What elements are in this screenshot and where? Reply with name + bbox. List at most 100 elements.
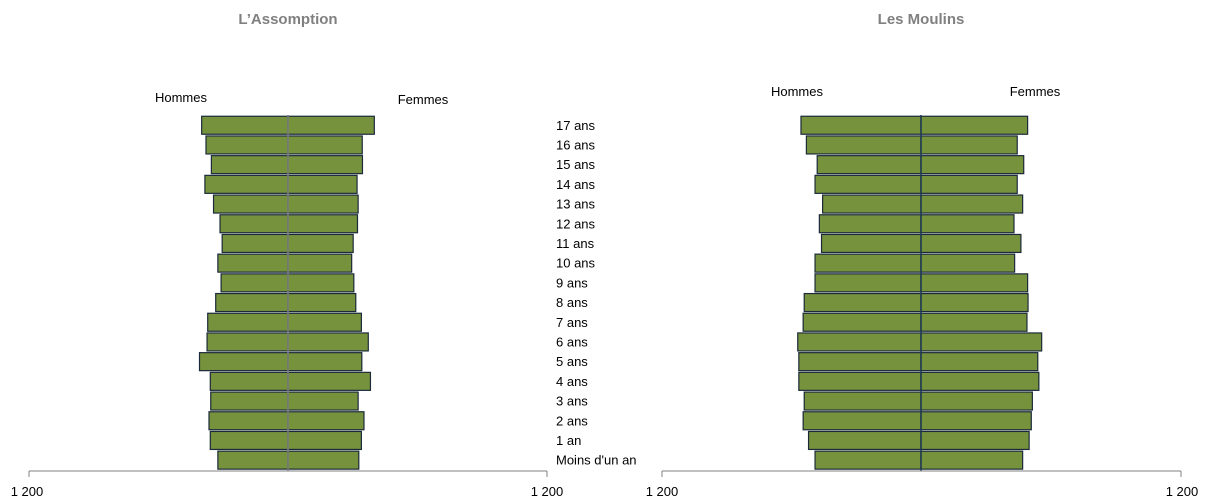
category-label: 15 ans (556, 157, 596, 172)
bar-femmes-17 (920, 115, 1029, 135)
bar-femmes-4 (920, 371, 1040, 391)
category-label: 16 ans (556, 137, 596, 152)
bar-femmes-12 (287, 214, 359, 234)
bar-hommes-5 (198, 352, 289, 372)
category-label: 1 an (556, 433, 581, 448)
bar-femmes-6 (920, 332, 1043, 352)
bar-hommes-4 (798, 371, 922, 391)
legend-hommes: Hommes (155, 90, 208, 105)
age-category-labels: Moins d'un an 1 an 2 ans 3 ans 4 ans 5 ans 6 a… (556, 118, 637, 468)
bar-hommes-17 (201, 115, 289, 135)
chart-title: L’Assomption (238, 11, 337, 28)
category-label: 7 ans (556, 315, 588, 330)
bar-femmes-13 (287, 194, 359, 214)
bar-hommes-16 (205, 135, 289, 155)
bar-hommes-10 (217, 253, 289, 273)
bar-femmes-10 (287, 253, 353, 273)
bars-group (797, 115, 1043, 470)
x-tick-label-left: 1 200 (646, 484, 679, 499)
bars-group (198, 115, 375, 470)
category-label: 17 ans (556, 118, 596, 133)
category-label: 5 ans (556, 354, 588, 369)
bar-hommes-10 (814, 253, 922, 273)
category-label: 9 ans (556, 275, 588, 290)
bar-hommes-3 (210, 391, 289, 411)
legend-hommes: Hommes (771, 84, 824, 99)
bar-hommes-1 (209, 430, 289, 451)
bar-femmes-0 (287, 450, 360, 470)
bar-femmes-4 (287, 371, 372, 391)
bar-hommes-11 (820, 233, 922, 254)
bar-hommes-13 (822, 194, 922, 214)
bar-femmes-14 (920, 174, 1018, 194)
bar-hommes-0 (814, 450, 922, 470)
bar-femmes-5 (920, 352, 1039, 372)
bar-hommes-14 (204, 174, 289, 194)
bar-hommes-13 (212, 194, 289, 214)
bar-hommes-4 (209, 371, 289, 391)
chart-les-moulins: Les Moulins Hommes Femmes 1 200 1 200 (646, 11, 1199, 499)
chart-title: Les Moulins (878, 11, 965, 28)
legend-femmes: Femmes (1010, 84, 1061, 99)
bar-femmes-2 (287, 411, 365, 431)
bar-hommes-6 (206, 332, 289, 352)
x-tick-label-right: 1 200 (1166, 484, 1199, 499)
category-label: 6 ans (556, 334, 588, 349)
category-label: 10 ans (556, 256, 596, 271)
bar-hommes-2 (802, 411, 922, 431)
category-label: 11 ans (556, 236, 595, 251)
bar-hommes-3 (803, 391, 922, 411)
category-label: 12 ans (556, 216, 596, 231)
bar-hommes-6 (797, 332, 922, 352)
bar-femmes-1 (920, 430, 1030, 451)
bar-hommes-17 (800, 115, 922, 135)
category-label: 8 ans (556, 295, 588, 310)
bar-femmes-7 (287, 312, 362, 332)
bar-femmes-2 (920, 411, 1032, 431)
bar-hommes-12 (219, 214, 289, 234)
bar-femmes-8 (287, 292, 357, 313)
bar-femmes-13 (920, 194, 1024, 214)
bar-femmes-9 (287, 273, 355, 293)
x-tick-label-right: 1 200 (531, 484, 564, 499)
bar-hommes-15 (210, 155, 289, 175)
bar-hommes-16 (805, 135, 922, 155)
category-label: 14 ans (556, 177, 596, 192)
bar-femmes-3 (287, 391, 359, 411)
bar-femmes-8 (920, 292, 1029, 313)
bar-hommes-2 (208, 411, 289, 431)
bar-hommes-5 (798, 352, 922, 372)
bar-femmes-3 (920, 391, 1033, 411)
category-label: 2 ans (556, 413, 588, 428)
bar-femmes-16 (287, 135, 363, 155)
bar-hommes-9 (220, 273, 289, 293)
bar-hommes-7 (802, 312, 922, 332)
bar-femmes-12 (920, 214, 1015, 234)
bar-hommes-9 (814, 273, 922, 293)
bar-femmes-15 (287, 155, 364, 175)
category-label: 13 ans (556, 197, 596, 212)
category-label: 3 ans (556, 394, 588, 409)
bar-hommes-14 (814, 174, 922, 194)
bar-hommes-11 (221, 233, 289, 254)
chart-lassomption: L’Assomption Hommes Femmes 1 200 1 200 (11, 11, 564, 499)
bar-femmes-1 (287, 430, 362, 451)
bar-hommes-7 (207, 312, 289, 332)
bar-femmes-15 (920, 155, 1025, 175)
bar-hommes-8 (803, 292, 922, 313)
bar-hommes-1 (807, 430, 922, 451)
x-tick-label-left: 1 200 (11, 484, 44, 499)
bar-femmes-11 (920, 233, 1022, 254)
bar-hommes-0 (217, 450, 289, 470)
category-label: 4 ans (556, 374, 588, 389)
bar-femmes-7 (920, 312, 1028, 332)
bar-femmes-11 (287, 233, 354, 254)
category-label: Moins d'un an (556, 453, 637, 468)
bar-femmes-6 (287, 332, 369, 352)
bar-femmes-9 (920, 273, 1029, 293)
bar-femmes-17 (287, 115, 375, 135)
bar-femmes-5 (287, 352, 363, 372)
bar-femmes-0 (920, 450, 1024, 470)
bar-hommes-15 (816, 155, 922, 175)
